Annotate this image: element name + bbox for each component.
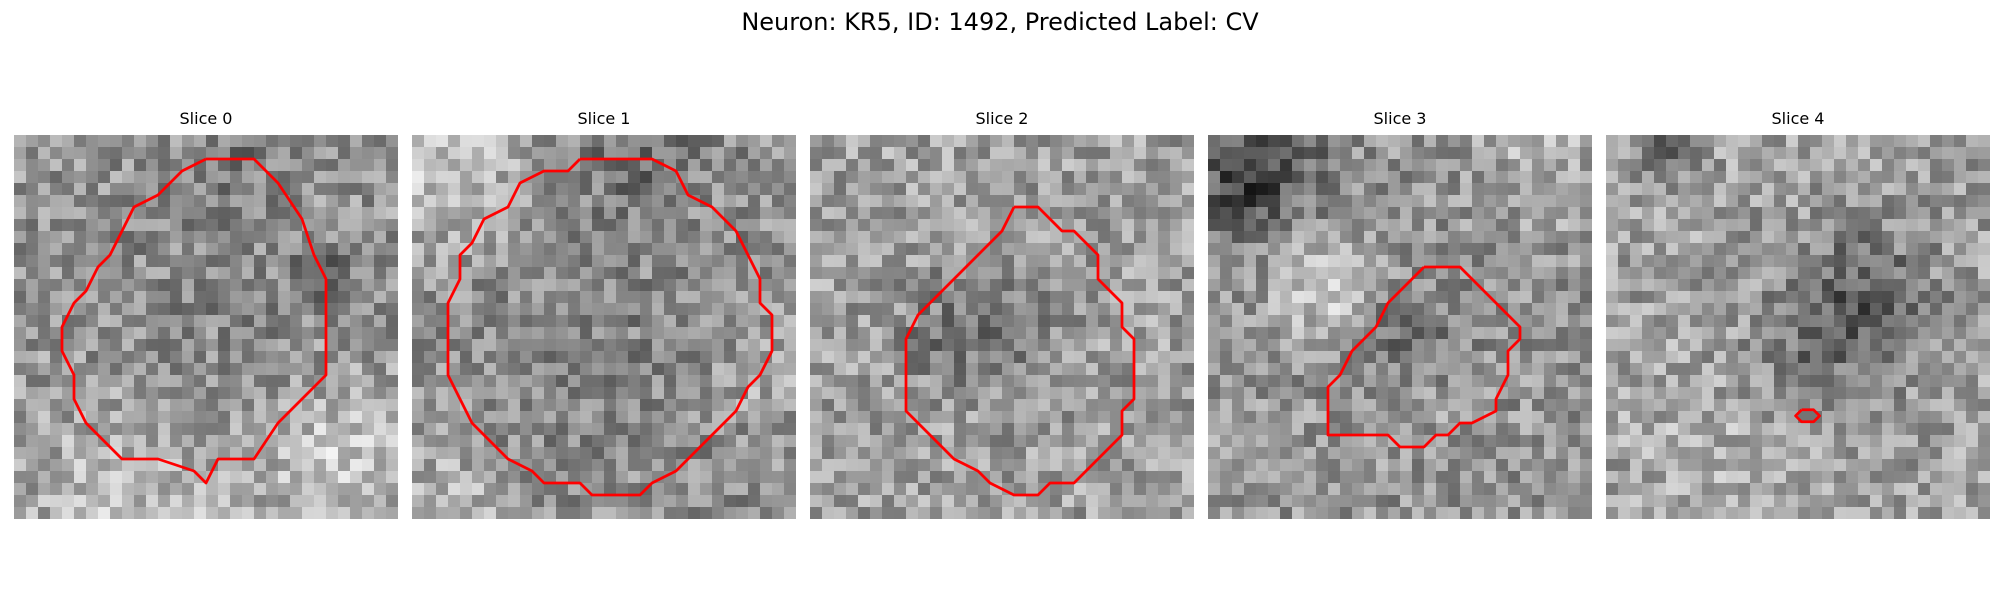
slice-image [412, 135, 796, 519]
slice-image [810, 135, 1194, 519]
pixel-grid [1606, 135, 1990, 519]
cell-contour [446, 157, 774, 497]
slice-image [14, 135, 398, 519]
pixel-grid [14, 135, 398, 519]
slice-title: Slice 0 [179, 109, 233, 128]
slice-title: Slice 2 [975, 109, 1029, 128]
cell-contour [1326, 265, 1522, 449]
figure-suptitle: Neuron: KR5, ID: 1492, Predicted Label: … [741, 8, 1259, 36]
cell-contour [60, 157, 328, 485]
slice-title: Slice 1 [577, 109, 631, 128]
pixel-grid [810, 135, 1194, 519]
slice-title: Slice 3 [1373, 109, 1427, 128]
slice-image [1606, 135, 1990, 519]
pixel-grid [1208, 135, 1592, 519]
slice-image [1208, 135, 1592, 519]
cell-contour [1794, 408, 1821, 424]
cell-contour [904, 205, 1136, 497]
pixel-grid [412, 135, 796, 519]
slice-title: Slice 4 [1771, 109, 1825, 128]
